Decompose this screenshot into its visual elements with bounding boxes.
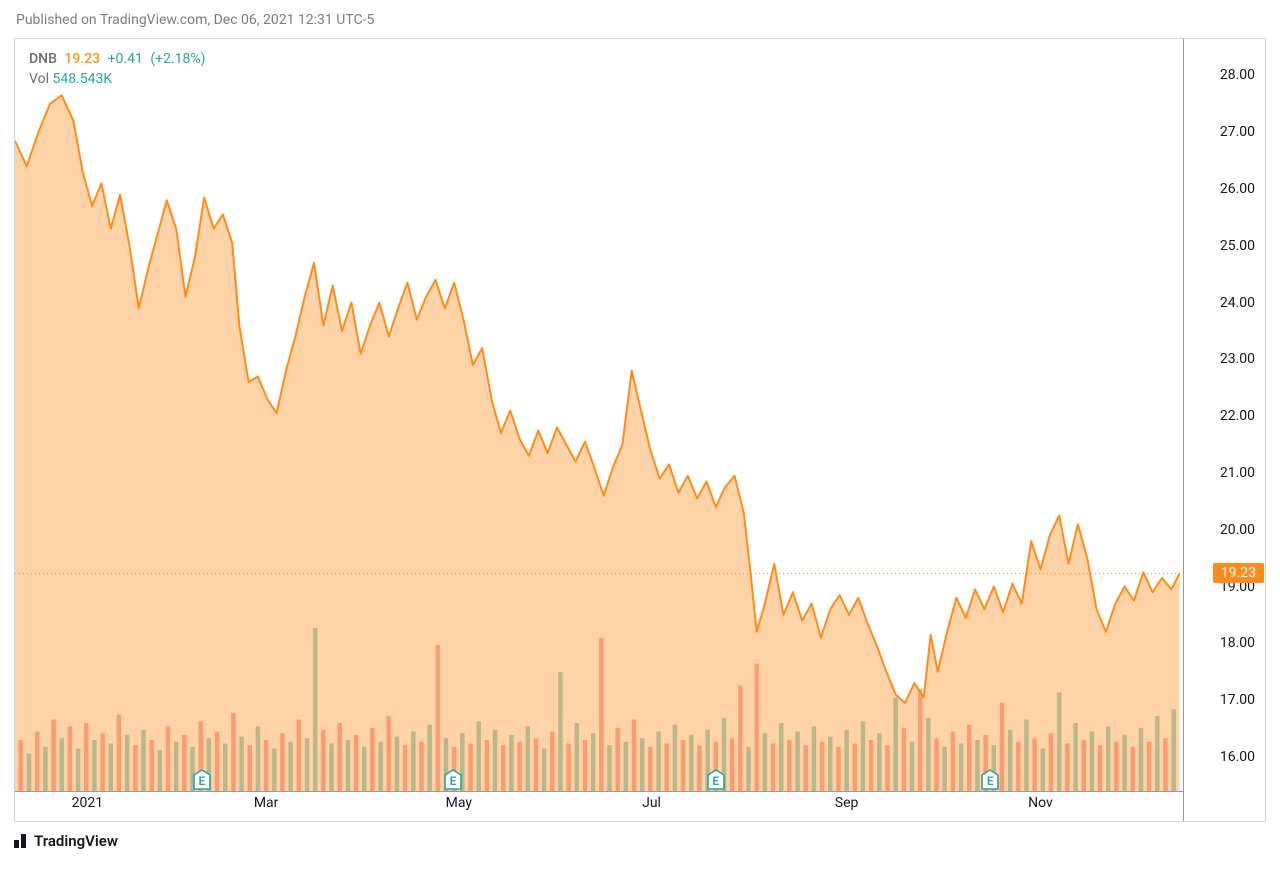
x-tick-label: May bbox=[446, 795, 472, 811]
x-axis-labels: 2021 Mar May Jul Sep Nov bbox=[15, 795, 1183, 815]
y-tick-label: 26.00 bbox=[1220, 181, 1255, 197]
legend-vol-value: 548.543K bbox=[52, 71, 112, 87]
x-tick-label: Jul bbox=[642, 795, 661, 811]
x-tick-label: Mar bbox=[254, 795, 279, 811]
chart-legend: DNB 19.23 +0.41 (+2.18%) Vol 548.543K bbox=[29, 49, 210, 89]
y-tick-label: 28.00 bbox=[1220, 67, 1255, 83]
legend-change-abs: +0.41 bbox=[108, 51, 143, 67]
y-tick-label: 18.00 bbox=[1220, 635, 1255, 651]
legend-ticker: DNB bbox=[29, 51, 57, 67]
price-chart[interactable]: DNB 19.23 +0.41 (+2.18%) Vol 548.543K 19… bbox=[14, 38, 1266, 822]
footer-brand: TradingView bbox=[14, 832, 1266, 850]
footer-brand-text: TradingView bbox=[34, 832, 118, 850]
legend-change-pct: (+2.18%) bbox=[150, 51, 205, 67]
x-tick-label: 2021 bbox=[72, 795, 103, 811]
legend-vol-label: Vol bbox=[29, 71, 49, 87]
x-tick-label: Sep bbox=[835, 795, 859, 811]
y-tick-label: 20.00 bbox=[1220, 522, 1255, 538]
published-caption: Published on TradingView.com, Dec 06, 20… bbox=[16, 12, 1266, 28]
chart-svg bbox=[15, 39, 1265, 821]
y-tick-label: 27.00 bbox=[1220, 124, 1255, 140]
x-tick-label: Nov bbox=[1028, 795, 1053, 811]
current-price-tag: 19.23 bbox=[1213, 563, 1264, 583]
earnings-marker-icon[interactable]: E bbox=[980, 769, 1000, 791]
legend-price: 19.23 bbox=[64, 51, 100, 67]
y-tick-label: 21.00 bbox=[1220, 465, 1255, 481]
earnings-marker-icon[interactable]: E bbox=[192, 769, 212, 791]
tradingview-logo-icon bbox=[14, 834, 28, 848]
y-tick-label: 25.00 bbox=[1220, 238, 1255, 254]
y-tick-label: 16.00 bbox=[1220, 749, 1255, 765]
y-tick-label: 23.00 bbox=[1220, 351, 1255, 367]
y-tick-label: 17.00 bbox=[1220, 692, 1255, 708]
earnings-marker-icon[interactable]: E bbox=[443, 769, 463, 791]
y-tick-label: 24.00 bbox=[1220, 295, 1255, 311]
earnings-marker-icon[interactable]: E bbox=[706, 769, 726, 791]
y-tick-label: 22.00 bbox=[1220, 408, 1255, 424]
